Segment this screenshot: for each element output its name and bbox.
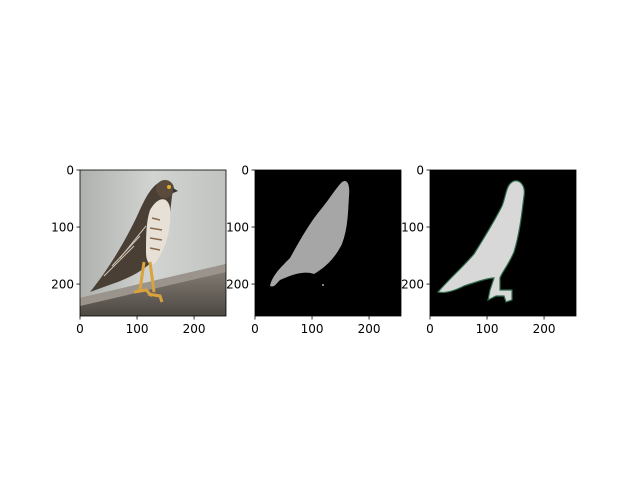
predicted-mask-image [255,170,401,316]
y-tick-label: 200 [401,278,424,292]
x-tick-label: 200 [358,322,381,336]
axes-frame [429,169,577,317]
x-tick-label: 100 [476,322,499,336]
predicted-mask-panel: 0 100 200 0 100 200 [226,164,402,336]
ground-truth-mask-image [430,170,576,316]
y-tick-label: 100 [51,221,74,235]
y-tick-label: 0 [241,164,249,178]
x-tick-label: 0 [76,322,84,336]
x-tick-label: 0 [251,322,259,336]
axes-frame [79,169,227,317]
hawk-photo-image [80,170,226,316]
axes-frame [254,169,402,317]
x-tick-label: 200 [533,322,556,336]
y-tick-label: 100 [226,221,249,235]
x-tick-label: 0 [426,322,434,336]
y-tick-label: 0 [66,164,74,178]
photo-panel: 0 100 200 0 100 200 [51,164,227,336]
y-tick-label: 100 [401,221,424,235]
x-tick-label: 100 [301,322,324,336]
x-tick-label: 200 [183,322,206,336]
ground-truth-mask-panel: 0 100 200 0 100 200 [401,164,577,336]
y-tick-label: 0 [416,164,424,178]
x-tick-label: 100 [126,322,149,336]
y-tick-label: 200 [51,278,74,292]
y-tick-label: 200 [226,278,249,292]
